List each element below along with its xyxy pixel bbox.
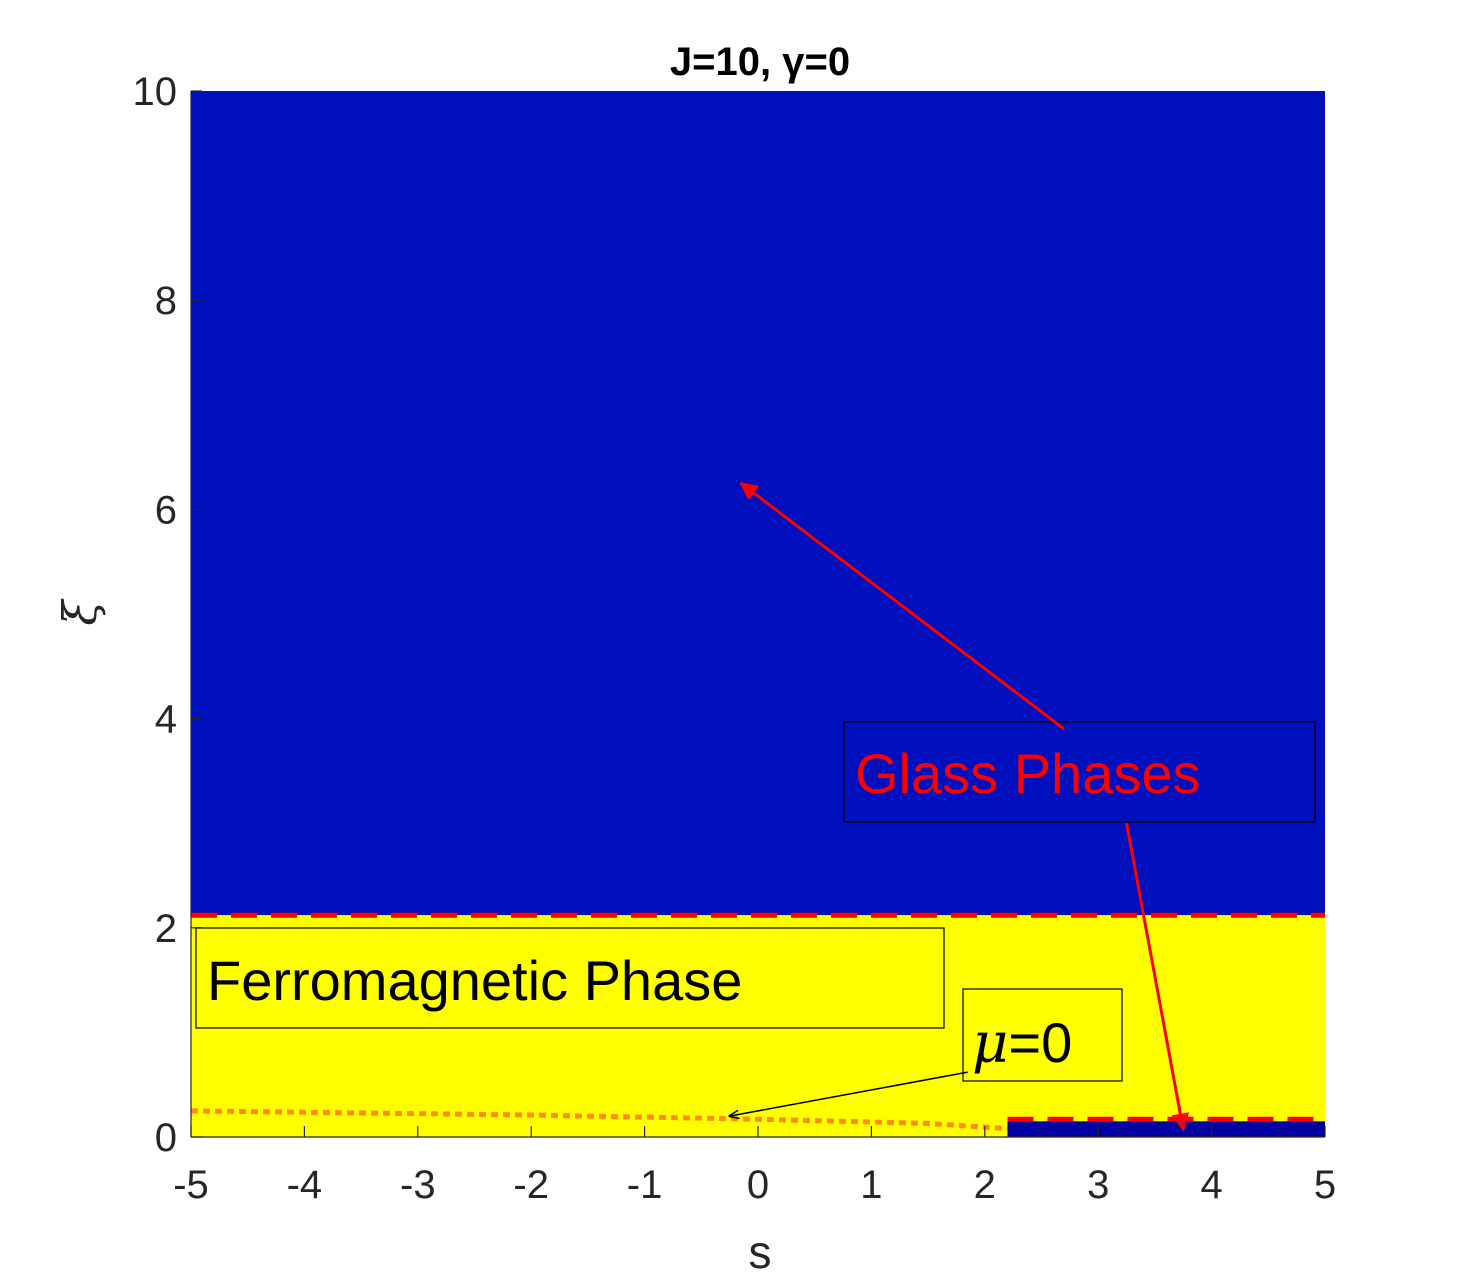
x-tick-label: -5 xyxy=(173,1163,209,1207)
x-tick-label: -3 xyxy=(400,1163,436,1207)
annotation-arrows xyxy=(730,482,1190,1132)
x-axis-label: s xyxy=(749,1226,772,1278)
mu-label-box xyxy=(962,988,1123,1082)
mu-value: =0 xyxy=(1008,1011,1072,1074)
chart-title: J=10, γ=0 xyxy=(670,40,850,84)
mu-zero-line xyxy=(190,1108,1008,1132)
phase-boundaries xyxy=(190,912,1325,1132)
y-tick-label: 6 xyxy=(155,488,177,532)
x-tick-label: -1 xyxy=(627,1163,663,1207)
annotation-arrow-1 xyxy=(1125,822,1190,1132)
x-tick-label: -4 xyxy=(287,1163,323,1207)
phase-region-0 xyxy=(191,91,1325,916)
mu-symbol: μ xyxy=(972,1011,1008,1076)
y-axis-label: ξ xyxy=(53,598,107,626)
annotations: Glass Phases Ferromagnetic Phase μ=0 xyxy=(195,721,1316,1082)
phase-regions xyxy=(191,91,1325,1137)
annotation-arrow-2 xyxy=(730,1071,968,1116)
phase-region-2 xyxy=(1007,1121,1325,1137)
x-tick-label: 3 xyxy=(1087,1163,1109,1207)
phase-region-1 xyxy=(191,915,1325,1137)
glass-label-box xyxy=(843,721,1316,823)
annotation-arrow-0 xyxy=(739,482,1066,731)
x-tick-label: 0 xyxy=(747,1163,769,1207)
y-tick-label: 10 xyxy=(133,70,178,114)
x-tick-label: 1 xyxy=(860,1163,882,1207)
y-tick-label: 0 xyxy=(155,1116,177,1160)
mu-label: μ=0 xyxy=(972,1011,1072,1076)
ferro-label-box xyxy=(195,927,945,1029)
glass-label: Glass Phases xyxy=(855,742,1201,805)
x-tick-label: 5 xyxy=(1314,1163,1336,1207)
axes: -5 -4 -3 -2 -1 0 1 2 3 4 5 0 2 4 6 8 10 xyxy=(133,70,1337,1207)
y-tick-label: 4 xyxy=(155,698,177,742)
y-tick-label: 2 xyxy=(155,907,177,951)
y-tick-label: 8 xyxy=(155,279,177,323)
x-tick-label: -2 xyxy=(513,1163,549,1207)
x-tick-label: 4 xyxy=(1200,1163,1222,1207)
x-tick-label: 2 xyxy=(974,1163,996,1207)
ferro-label: Ferromagnetic Phase xyxy=(207,949,742,1012)
